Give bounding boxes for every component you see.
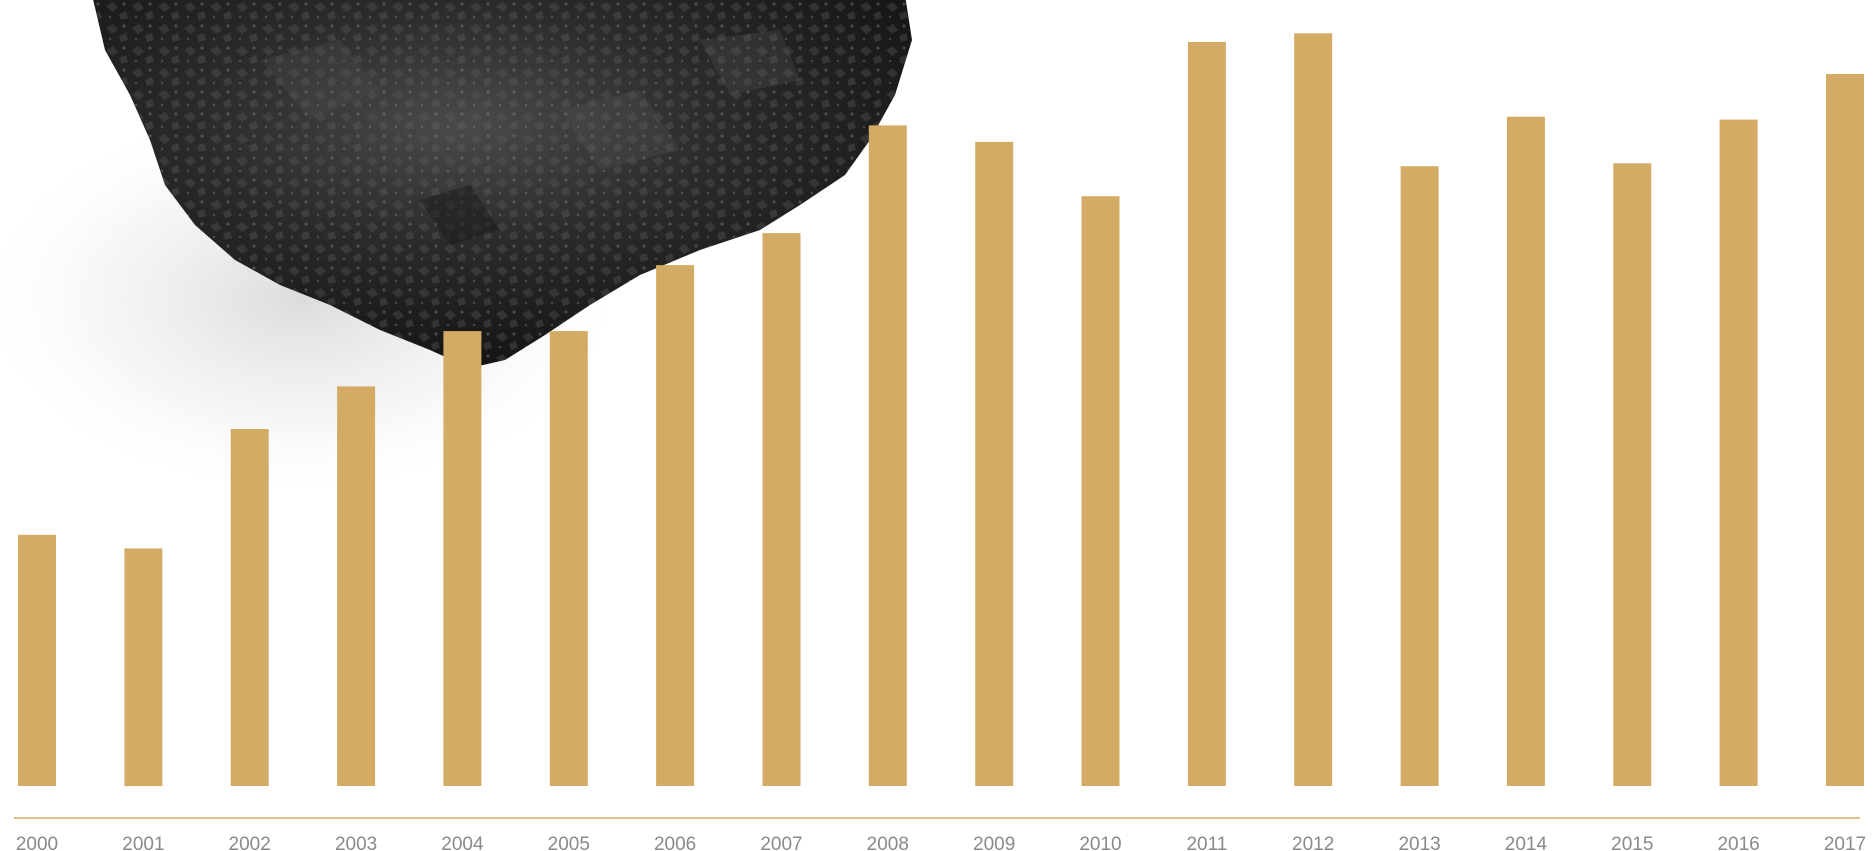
x-tick-label-2011: 2011	[1186, 834, 1227, 851]
x-tick-label-2017: 2017	[1824, 834, 1866, 851]
x-tick-label-2006: 2006	[654, 834, 696, 851]
x-tick-label-2000: 2000	[16, 834, 58, 851]
bar-2010	[1081, 196, 1120, 786]
bar-2002	[230, 429, 269, 786]
x-tick-label-2014: 2014	[1505, 834, 1548, 851]
x-tick-label-2009: 2009	[973, 834, 1015, 851]
bar-2001	[124, 548, 163, 787]
x-tick-labels: 2000 2001 2002 2003 2004 2005 2006 2007 2008 2009…	[16, 834, 1866, 851]
bar-2014	[1506, 116, 1545, 786]
x-tick-label-2010: 2010	[1079, 834, 1121, 851]
x-tick-label-2016: 2016	[1717, 834, 1759, 851]
x-tick-label-2005: 2005	[548, 834, 590, 851]
x-tick-label-2013: 2013	[1398, 834, 1440, 851]
bars	[18, 33, 1864, 787]
bar-2013	[1400, 166, 1439, 786]
bar-2009	[975, 141, 1014, 786]
x-tick-label-2003: 2003	[335, 834, 377, 851]
x-tick-label-2008: 2008	[867, 834, 909, 851]
bar-2017	[1826, 74, 1864, 786]
bar-2008	[868, 125, 907, 786]
bar-2000	[18, 534, 56, 786]
bar-2011	[1187, 42, 1226, 786]
x-tick-label-2004: 2004	[441, 834, 484, 851]
bar-2004	[443, 331, 482, 786]
coal-image	[0, 0, 912, 500]
x-tick-label-2012: 2012	[1292, 834, 1334, 851]
x-tick-label-2002: 2002	[229, 834, 271, 851]
bar-2012	[1294, 33, 1333, 787]
bar-2016	[1719, 119, 1758, 787]
bar-2006	[656, 265, 695, 787]
x-tick-label-2015: 2015	[1611, 834, 1653, 851]
bar-2003	[337, 386, 376, 786]
bar-2005	[549, 331, 588, 786]
bar-2007	[762, 233, 801, 787]
x-tick-label-2007: 2007	[760, 834, 802, 851]
bar-2015	[1613, 163, 1652, 787]
x-tick-label-2001: 2001	[122, 834, 164, 851]
